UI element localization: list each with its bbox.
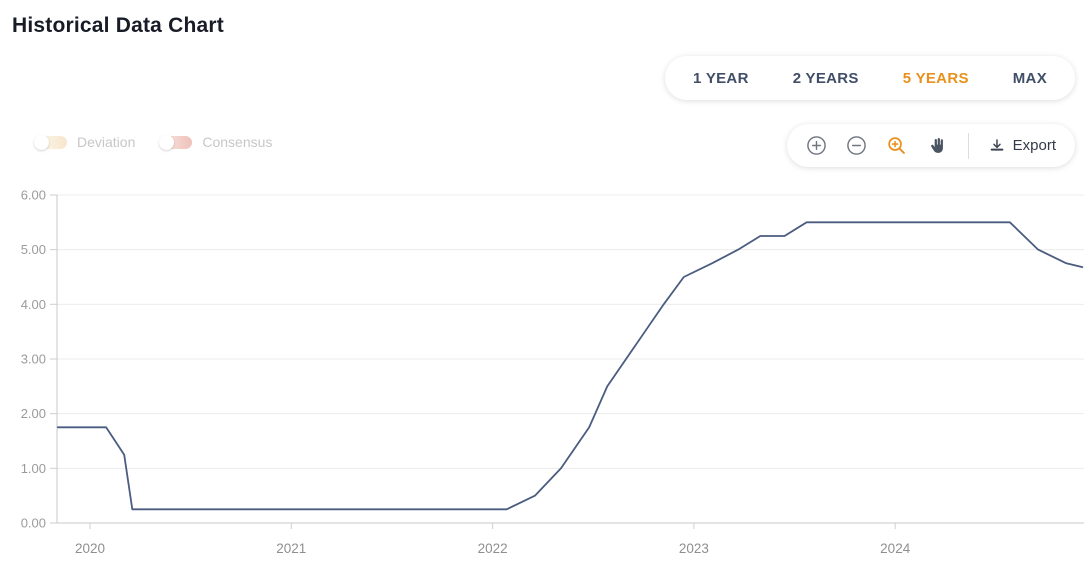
consensus-toggle[interactable]: Consensus — [159, 134, 273, 150]
x-axis-label: 2021 — [276, 541, 306, 556]
y-axis-label: 0.00 — [21, 516, 46, 531]
y-axis-label: 4.00 — [21, 297, 46, 312]
deviation-toggle-label: Deviation — [77, 134, 136, 150]
y-axis-label: 6.00 — [21, 187, 46, 202]
x-axis-label: 2024 — [880, 541, 911, 556]
consensus-toggle-knob[interactable] — [159, 134, 175, 150]
y-axis-label: 1.00 — [21, 461, 46, 476]
series-toggles: Deviation Consensus — [34, 134, 273, 150]
x-axis-label: 2023 — [679, 541, 709, 556]
y-axis-label: 2.00 — [21, 406, 46, 421]
export-button[interactable]: Export — [989, 137, 1056, 154]
x-axis-label: 2020 — [75, 541, 105, 556]
zoom-in-icon[interactable] — [806, 135, 828, 157]
toolbar-divider — [967, 132, 969, 159]
zoom-out-icon[interactable] — [846, 135, 868, 157]
range-option-2-years[interactable]: 2 YEARS — [792, 69, 859, 87]
chart-toolbar: Export — [786, 124, 1075, 167]
export-label: Export — [1012, 137, 1056, 154]
selection-zoom-icon[interactable] — [886, 135, 908, 157]
deviation-toggle-knob[interactable] — [34, 134, 49, 150]
time-range-selector: 1 YEAR 2 YEARS 5 YEARS MAX — [664, 56, 1075, 100]
deviation-toggle[interactable]: Deviation — [34, 134, 136, 150]
consensus-toggle-label: Consensus — [202, 134, 273, 150]
range-option-max[interactable]: MAX — [1012, 69, 1047, 87]
consensus-toggle-track[interactable] — [159, 134, 193, 150]
page-title: Historical Data Chart — [12, 14, 224, 37]
download-icon — [989, 138, 1005, 154]
y-axis-label: 3.00 — [21, 351, 46, 366]
data-line — [56, 221, 1084, 511]
pan-hand-icon[interactable] — [926, 135, 948, 157]
range-option-5-years[interactable]: 5 YEARS — [902, 69, 969, 87]
y-axis-label: 5.00 — [21, 242, 46, 257]
x-axis-label: 2022 — [478, 541, 508, 556]
range-option-1-year[interactable]: 1 YEAR — [692, 69, 749, 87]
deviation-toggle-track[interactable] — [34, 134, 67, 150]
